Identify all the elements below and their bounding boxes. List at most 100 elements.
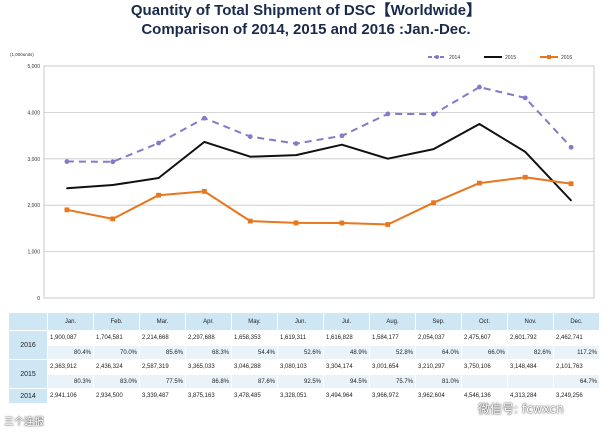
- table-row-2015-yoy: 80.3% 83.0% 77.5% 86.8% 87.6% 92.5% 94.5% 75.7%…: [9, 374, 600, 389]
- y-tick-label: 5,000: [27, 64, 40, 70]
- table-cell-quantity: 3,080,103: [277, 359, 324, 375]
- table-cell-yoy: 66.0%: [461, 345, 508, 360]
- line-chart: 0 1,000 2,000 3,000 4,000 5,000 (1,000units) 20…: [10, 52, 595, 302]
- table-cell-quantity: 2,054,037: [415, 330, 462, 346]
- table-cell-yoy: 81.0%: [415, 374, 462, 389]
- table-cell-yoy: 80.4%: [47, 345, 94, 360]
- table-row-2015: 2015 2,363,912 2,436,324 2,587,319 3,365,033…: [8, 359, 600, 389]
- table-cell-quantity: 3,001,654: [369, 359, 416, 375]
- table-cell-yoy: 68.3%: [185, 345, 232, 360]
- table-cell-quantity: 3,966,972: [369, 388, 416, 404]
- watermark-left: 三个连报: [4, 417, 44, 428]
- data-point-2015: [66, 187, 68, 190]
- table-cell-quantity: 3,750,106: [461, 359, 508, 375]
- table-header-month: Sep.: [415, 312, 462, 331]
- series-line-2016: [66, 176, 572, 226]
- table-header-month: Aug.: [369, 312, 416, 331]
- data-point-2014: [431, 111, 436, 117]
- table-cell-yoy: 64.0%: [415, 345, 462, 360]
- table-cell-yoy: [461, 374, 508, 389]
- table-cell-yoy: 48.9%: [323, 345, 370, 360]
- data-point-2016: [431, 200, 436, 206]
- y-tick-label: 0: [37, 296, 40, 302]
- chart-title-line1: Quantity of Total Shipment of DSC【Worldw…: [130, 2, 482, 19]
- table-cell-yoy: 85.6%: [139, 345, 186, 360]
- data-point-2014: [247, 134, 253, 140]
- table-cell-quantity: 1,619,311: [277, 330, 324, 346]
- data-point-2016: [247, 218, 253, 224]
- table-cell-quantity: 2,475,607: [461, 330, 508, 346]
- table-cell-quantity: 2,462,741: [553, 330, 600, 346]
- y-tick-label: 4,000: [27, 110, 40, 116]
- y-tick-label: 3,000: [27, 157, 40, 163]
- table-cell-yoy: 52.6%: [277, 345, 324, 360]
- table-cell-yoy: 117.2%: [553, 345, 600, 360]
- data-point-2015: [478, 123, 481, 125]
- table-cell-quantity: 2,214,668: [139, 330, 186, 346]
- y-tick-label: 2,000: [27, 203, 40, 209]
- table-cell-quantity: 3,494,964: [323, 388, 370, 404]
- table-year-label: 2014: [8, 388, 48, 404]
- table-cell-quantity: 3,365,033: [185, 359, 232, 375]
- table-cell-yoy: 75.7%: [369, 374, 416, 389]
- table-cell-yoy: 82.6%: [507, 345, 554, 360]
- data-table: Jan. Feb. Mar. Apr. May. Jun. Jul. Aug. Sep. Oct.…: [8, 312, 600, 404]
- table-cell-quantity: 1,704,581: [93, 330, 140, 346]
- table-cell-yoy: 77.5%: [139, 374, 186, 389]
- table-cell-quantity: 3,339,487: [139, 388, 186, 404]
- table-cell-quantity: 2,363,912: [47, 359, 94, 375]
- table-cell-yoy: 87.6%: [231, 374, 278, 389]
- table-cell-quantity: 3,962,604: [415, 388, 462, 404]
- table-cell-quantity: 3,875,163: [185, 388, 232, 404]
- table-header-month: Apr.: [185, 312, 232, 331]
- table-header-month: Jul.: [323, 312, 370, 331]
- data-point-2015: [341, 143, 343, 146]
- table-cell-yoy: 54.4%: [231, 345, 278, 360]
- table-cell-yoy: 52.8%: [369, 345, 416, 360]
- table-year-label: 2015: [8, 359, 48, 389]
- table-header-month: Oct.: [461, 312, 508, 331]
- data-point-2015: [432, 148, 435, 150]
- data-point-2014: [477, 84, 482, 90]
- table-row-2016: 2016 1,900,087 1,704,581 2,214,668 2,297,688…: [8, 330, 600, 360]
- table-row-2016-yoy: 80.4% 70.0% 85.6% 68.3% 54.4% 52.6% 48.9% 52.8%…: [9, 345, 600, 360]
- table-cell-quantity: 1,658,353: [231, 330, 278, 346]
- table-year-label: 2016: [8, 330, 48, 360]
- data-point-2016: [64, 207, 70, 213]
- chart-title-line2: Comparison of 2014, 2015 and 2016 :Jan.-…: [141, 21, 471, 38]
- data-point-2016: [339, 220, 345, 226]
- table-cell-yoy: 86.8%: [185, 374, 232, 389]
- table-cell-yoy: 92.5%: [277, 374, 324, 389]
- table-cell-quantity: 4,546,136: [461, 388, 508, 404]
- y-tick-label: 1,000: [27, 250, 40, 256]
- legend-label-2015: 2015: [505, 55, 516, 61]
- data-point-2015: [295, 154, 297, 156]
- table-cell-yoy: 94.5%: [323, 374, 370, 389]
- table-cell-quantity: 3,304,174: [323, 359, 370, 375]
- table-header-month: May.: [231, 312, 278, 331]
- data-point-2015: [386, 157, 389, 160]
- data-point-2014: [522, 95, 528, 101]
- table-corner: [8, 312, 48, 331]
- series-line-2014: [66, 86, 572, 163]
- y-unit-label: (1,000units): [10, 52, 34, 57]
- data-point-2014: [568, 144, 574, 150]
- data-point-2014: [385, 111, 391, 117]
- series-line-2015: [66, 123, 572, 202]
- data-point-2016: [110, 216, 116, 222]
- table-cell-quantity: 3,478,485: [231, 388, 278, 404]
- table-cell-quantity: 2,941,106: [47, 388, 94, 404]
- table-cell-quantity: 2,934,500: [93, 388, 140, 404]
- data-point-2015: [111, 184, 114, 186]
- table-cell-quantity: 2,101,763: [553, 359, 600, 375]
- legend-marker-2016: [547, 55, 551, 59]
- watermark-right: 微信号: fcwxcn: [478, 402, 564, 416]
- table-cell-yoy: [507, 374, 554, 389]
- legend-label-2014: 2014: [449, 55, 460, 61]
- data-point-2015: [524, 151, 527, 153]
- data-point-2015: [203, 141, 206, 143]
- table-cell-quantity: 3,148,484: [507, 359, 554, 375]
- data-point-2016: [385, 222, 391, 227]
- data-point-2016: [568, 181, 574, 187]
- table-cell-quantity: 3,328,051: [277, 388, 324, 404]
